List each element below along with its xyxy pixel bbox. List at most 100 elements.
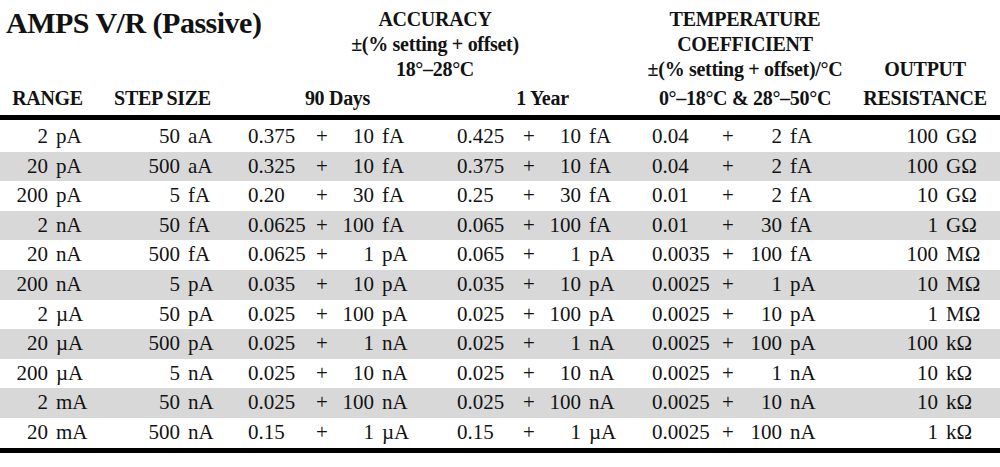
temp-coefficient-cell: 0.01+30fA — [640, 211, 850, 241]
step-size-cell: 500fA — [95, 240, 230, 270]
column-header-resistance: RESISTANCE — [850, 84, 1000, 112]
step-size-unit: fA — [180, 181, 210, 211]
temp-header-line2: COEFFICIENT — [640, 32, 850, 57]
resistance-value: 1 — [850, 418, 938, 448]
accuracy-1-year-cell: 0.025+100nA — [445, 388, 640, 418]
table-row: 200nA 5pA 0.035+10pA 0.035+10pA 0.0025+1… — [0, 270, 1000, 300]
percent-setting-value: 0.0025 — [652, 388, 720, 418]
step-size-cell: 5pA — [95, 270, 230, 300]
resistance-value: 100 — [850, 152, 938, 182]
range-value: 2 — [0, 122, 48, 152]
plus-sign: + — [720, 388, 736, 418]
offset-value: 1 — [537, 240, 581, 270]
step-size-cell: 5fA — [95, 181, 230, 211]
table-row: 20mA 500nA 0.15+1µA 0.15+1µA 0.0025+100n… — [0, 418, 1000, 448]
percent-setting-value: 0.0625 — [248, 211, 314, 241]
accuracy-90-days-cell: 0.375+10fA — [230, 122, 445, 152]
offset-unit: nA — [581, 388, 615, 418]
accuracy-90-days-cell: 0.15+1µA — [230, 418, 445, 448]
offset-value: 10 — [537, 122, 581, 152]
resistance-value: 10 — [850, 181, 938, 211]
plus-sign: + — [521, 418, 537, 448]
column-header-temp-range: 0°–18°C & 28°–50°C — [640, 84, 850, 112]
plus-sign: + — [314, 240, 330, 270]
range-value: 200 — [0, 181, 48, 211]
offset-value: 10 — [330, 122, 374, 152]
output-header-line1: OUTPUT — [850, 57, 1000, 82]
step-size-cell: 50aA — [95, 122, 230, 152]
offset-value: 30 — [736, 211, 782, 241]
resistance-unit: kΩ — [938, 388, 972, 418]
resistance-value: 100 — [850, 329, 938, 359]
plus-sign: + — [314, 122, 330, 152]
accuracy-1-year-cell: 0.15+1µA — [445, 418, 640, 448]
range-cell: 20pA — [0, 152, 95, 182]
offset-unit: pA — [581, 300, 615, 330]
step-size-unit: nA — [180, 388, 214, 418]
accuracy-header-line1: ACCURACY — [230, 7, 640, 32]
offset-unit: µA — [374, 418, 409, 448]
offset-value: 10 — [330, 359, 374, 389]
accuracy-1-year-cell: 0.035+10pA — [445, 270, 640, 300]
step-size-cell: 500pA — [95, 329, 230, 359]
range-value: 20 — [0, 329, 48, 359]
offset-value: 1 — [330, 329, 374, 359]
offset-value: 10 — [537, 270, 581, 300]
offset-value: 100 — [537, 211, 581, 241]
step-size-value: 500 — [95, 329, 180, 359]
range-value: 2 — [0, 211, 48, 241]
range-value: 2 — [0, 300, 48, 330]
percent-setting-value: 0.0625 — [248, 240, 314, 270]
plus-sign: + — [314, 329, 330, 359]
percent-setting-value: 0.04 — [652, 122, 720, 152]
offset-value: 10 — [537, 152, 581, 182]
temp-coefficient-cell: 0.0025+100pA — [640, 329, 850, 359]
range-cell: 2mA — [0, 388, 95, 418]
step-size-cell: 50nA — [95, 388, 230, 418]
spec-sheet: AMPS V/R (Passive) ACCURACY ±(% setting … — [0, 0, 1000, 467]
accuracy-1-year-cell: 0.425+10fA — [445, 122, 640, 152]
percent-setting-value: 0.325 — [248, 152, 314, 182]
plus-sign: + — [720, 240, 736, 270]
offset-value: 2 — [736, 152, 782, 182]
accuracy-90-days-cell: 0.20+30fA — [230, 181, 445, 211]
output-resistance-cell: 1kΩ — [850, 418, 1000, 448]
offset-value: 1 — [736, 359, 782, 389]
step-size-unit: fA — [180, 211, 210, 241]
output-resistance-cell: 100GΩ — [850, 122, 1000, 152]
range-unit: pA — [48, 122, 82, 152]
offset-value: 100 — [330, 388, 374, 418]
range-cell: 20nA — [0, 240, 95, 270]
table-body: 2pA 50aA 0.375+10fA 0.425+10fA 0.04+2fA … — [0, 122, 1000, 448]
offset-unit: fA — [581, 122, 611, 152]
step-size-unit: pA — [180, 300, 214, 330]
offset-unit: fA — [782, 211, 812, 241]
step-size-cell: 500aA — [95, 152, 230, 182]
percent-setting-value: 0.0025 — [652, 418, 720, 448]
accuracy-90-days-cell: 0.0625+1pA — [230, 240, 445, 270]
accuracy-90-days-cell: 0.0625+100fA — [230, 211, 445, 241]
plus-sign: + — [314, 418, 330, 448]
resistance-unit: GΩ — [938, 152, 977, 182]
percent-setting-value: 0.025 — [248, 329, 314, 359]
offset-unit: pA — [374, 240, 408, 270]
offset-unit: pA — [581, 270, 615, 300]
offset-unit: fA — [782, 181, 812, 211]
offset-value: 100 — [537, 388, 581, 418]
offset-value: 100 — [736, 418, 782, 448]
offset-unit: pA — [374, 270, 408, 300]
output-resistance-cell: 10kΩ — [850, 388, 1000, 418]
step-size-unit: nA — [180, 418, 214, 448]
percent-setting-value: 0.025 — [457, 300, 521, 330]
range-value: 200 — [0, 359, 48, 389]
accuracy-1-year-cell: 0.025+10nA — [445, 359, 640, 389]
output-group-header: OUTPUT — [850, 57, 1000, 82]
offset-unit: pA — [374, 300, 408, 330]
temp-coefficient-cell: 0.0025+10pA — [640, 300, 850, 330]
resistance-unit: kΩ — [938, 418, 972, 448]
range-cell: 20mA — [0, 418, 95, 448]
percent-setting-value: 0.025 — [457, 388, 521, 418]
plus-sign: + — [521, 300, 537, 330]
plus-sign: + — [521, 240, 537, 270]
temp-coefficient-cell: 0.01+2fA — [640, 181, 850, 211]
